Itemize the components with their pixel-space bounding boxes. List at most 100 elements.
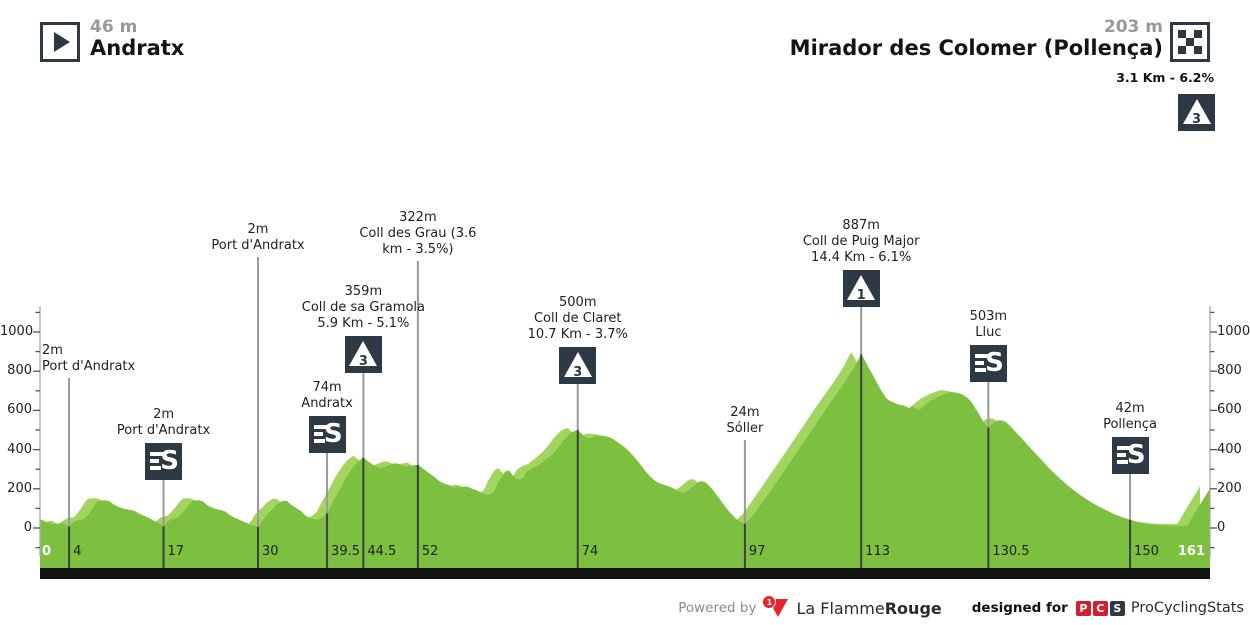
finish-elevation: 203 m bbox=[1103, 17, 1163, 37]
waypoint-label: 887m Coll de Puig Major 14.4 Km - 6.1% bbox=[766, 218, 956, 266]
play-icon bbox=[53, 32, 70, 52]
waypoint-label-line: km - 3.5%) bbox=[382, 242, 454, 257]
climb-triangle-icon bbox=[563, 352, 592, 377]
km-tick-label: 161 bbox=[1177, 544, 1205, 559]
waypoint-label-line: 887m bbox=[842, 218, 880, 233]
km-tick-label: 52 bbox=[421, 544, 439, 559]
lfr-name-regular: La Flamme bbox=[796, 598, 885, 618]
final-climb-info: 3.1 Km - 6.2% bbox=[1116, 70, 1214, 85]
elevation-tick-label: 200 bbox=[1217, 480, 1242, 496]
waypoint-label: 503m Lluc bbox=[893, 309, 1083, 341]
climb-category-number: 3 bbox=[1191, 112, 1202, 127]
pcs-logo-letter: C bbox=[1092, 600, 1108, 616]
lfr-badge-number: 1 bbox=[762, 595, 777, 609]
elevation-tick-label: 400 bbox=[7, 441, 32, 457]
elevation-tick-label: 400 bbox=[1217, 441, 1242, 457]
sprint-letter: S bbox=[1126, 440, 1146, 470]
la-flamme-rouge-logo: 1 bbox=[762, 595, 789, 618]
speed-line-icon bbox=[313, 439, 325, 443]
speed-line-icon bbox=[150, 452, 164, 456]
climb-category-badge: 1 bbox=[842, 270, 880, 307]
waypoint-label: 500m Coll de Claret 10.7 Km - 3.7% bbox=[483, 295, 673, 343]
waypoint-label-line: Coll des Grau (3.6 bbox=[359, 226, 477, 241]
waypoint-label-line: Port d'Andratx bbox=[116, 423, 211, 438]
waypoint-label-line: Coll de Puig Major bbox=[802, 234, 920, 249]
waypoint-label-line: 14.4 Km - 6.1% bbox=[811, 250, 912, 265]
powered-by-label: Powered by bbox=[678, 600, 757, 616]
climb-category-number: 1 bbox=[856, 288, 866, 303]
waypoint-label-line: Sóller bbox=[726, 421, 764, 436]
km-tick-label: 44.5 bbox=[367, 544, 397, 559]
climb-category-number: 3 bbox=[358, 354, 368, 369]
climb-triangle-icon bbox=[349, 341, 378, 366]
elevation-tick-label: 800 bbox=[7, 363, 32, 379]
footer: Powered by 1 La FlammeRouge designed for… bbox=[678, 594, 1244, 622]
km-tick-label: 0 bbox=[42, 544, 52, 559]
speed-line-icon bbox=[974, 354, 988, 358]
km-tick-label: 4 bbox=[73, 544, 82, 559]
sprint-badge: S bbox=[969, 345, 1007, 382]
sprint-badge: S bbox=[308, 416, 346, 453]
checkered-flag-icon bbox=[1178, 30, 1202, 54]
pcs-logo-letter: S bbox=[1109, 600, 1125, 616]
start-name: Andratx bbox=[90, 36, 185, 60]
waypoint-label-line: 42m bbox=[1115, 401, 1145, 416]
waypoint-label-line: Coll de sa Gramola bbox=[301, 300, 425, 315]
la-flamme-rouge-name: La FlammeRouge bbox=[796, 599, 941, 618]
elevation-tick-label: 1000 bbox=[1217, 324, 1250, 339]
pcs-logo-letter: P bbox=[1075, 600, 1091, 616]
waypoint-label-line: Pollença bbox=[1103, 417, 1157, 432]
km-tick-label: 113 bbox=[865, 544, 890, 559]
speed-line-icon bbox=[313, 425, 327, 429]
km-tick-label: 150 bbox=[1134, 544, 1159, 559]
speed-line-icon bbox=[313, 432, 323, 436]
speed-line-icon bbox=[150, 459, 160, 463]
waypoint-label-line: 500m bbox=[559, 295, 597, 310]
km-tick-label: 39.5 bbox=[331, 544, 360, 559]
sprint-letter: S bbox=[323, 419, 343, 449]
climb-category-badge: 3 bbox=[559, 347, 597, 384]
climb-category-badge: 3 bbox=[344, 336, 382, 373]
waypoint-label-line: Port d'Andratx bbox=[211, 238, 305, 253]
speed-line-icon bbox=[974, 368, 986, 372]
waypoint-label-line: 5.9 Km - 5.1% bbox=[317, 316, 410, 331]
elevation-tick-label: 600 bbox=[7, 402, 32, 418]
finish-header: 203 m Mirador des Colomer (Pollença) bbox=[790, 19, 1163, 61]
elevation-tick-label: 0 bbox=[1217, 520, 1226, 535]
waypoint-label-line: 2m bbox=[42, 343, 63, 358]
speed-line-icon bbox=[1116, 446, 1130, 450]
finish-name: Mirador des Colomer (Pollença) bbox=[789, 36, 1163, 60]
km-tick-label: 30 bbox=[262, 544, 279, 559]
km-tick-label: 97 bbox=[748, 544, 766, 559]
waypoint-label-line: 503m bbox=[969, 309, 1008, 324]
profile-area bbox=[40, 354, 1210, 568]
elevation-tick-label: 200 bbox=[7, 480, 32, 496]
waypoint-label-line: Coll de Claret bbox=[533, 311, 622, 326]
waypoint-label: 74m Andratx bbox=[232, 380, 422, 412]
waypoint-label-line: 359m bbox=[344, 284, 383, 299]
start-elevation: 46 m bbox=[90, 17, 138, 37]
elevation-tick-label: 800 bbox=[1217, 363, 1242, 379]
procyclingstats-name: ProCyclingStats bbox=[1130, 600, 1244, 616]
start-flag-icon bbox=[40, 22, 80, 62]
waypoint-label-line: Andratx bbox=[301, 396, 353, 411]
elevation-tick-label: 600 bbox=[1217, 402, 1242, 418]
waypoint-label-line: 2m bbox=[247, 222, 269, 237]
waypoint-label-line: 74m bbox=[312, 380, 342, 395]
waypoint-label-line: 10.7 Km - 3.7% bbox=[527, 327, 628, 342]
start-header: 46 m Andratx bbox=[90, 19, 184, 61]
sprint-badge: S bbox=[1111, 437, 1149, 474]
speed-line-icon bbox=[1116, 460, 1128, 464]
waypoint-label-line: Port d'Andratx bbox=[42, 359, 136, 374]
waypoint-label: 359m Coll de sa Gramola 5.9 Km - 5.1% bbox=[268, 284, 458, 332]
waypoint-label-line: 2m bbox=[153, 407, 174, 422]
waypoint-label: 42m Pollença bbox=[1035, 401, 1225, 433]
waypoint-label: 322m Coll des Grau (3.6 km - 3.5%) bbox=[323, 210, 513, 258]
climb-category-number: 3 bbox=[573, 365, 583, 380]
climb-triangle-icon bbox=[1182, 99, 1211, 124]
finish-flag-icon bbox=[1170, 22, 1210, 62]
waypoint-label-line: 24m bbox=[730, 405, 760, 420]
waypoint-label-line: 322m bbox=[399, 210, 437, 225]
